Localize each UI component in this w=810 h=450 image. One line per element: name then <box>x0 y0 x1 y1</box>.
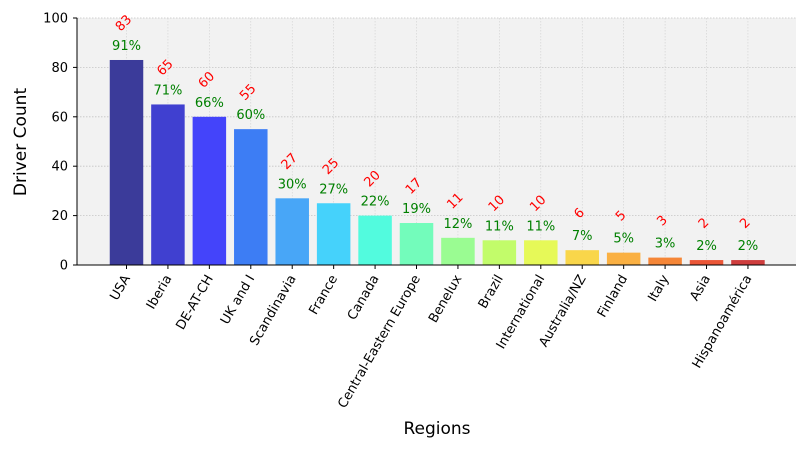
bar <box>606 252 641 265</box>
bar <box>234 129 268 265</box>
x-tick-label: Benelux <box>426 272 465 325</box>
x-tick-label: Iberia <box>144 273 175 313</box>
y-tick-label: 0 <box>60 259 68 274</box>
bar <box>399 223 434 265</box>
bar <box>524 240 558 265</box>
bar <box>441 237 475 265</box>
bar <box>275 198 309 265</box>
bar <box>316 203 351 265</box>
y-tick-label: 80 <box>51 61 68 76</box>
bar <box>192 116 227 265</box>
percent-label: 22% <box>361 195 390 210</box>
plot-background <box>77 18 796 265</box>
y-tick-label: 40 <box>51 160 68 175</box>
percent-label: 12% <box>443 217 472 232</box>
bars <box>109 59 765 265</box>
x-tick-label: DE-AT-CH <box>173 273 216 333</box>
percent-label: 11% <box>526 219 555 234</box>
x-tick-label: Finland <box>595 273 631 321</box>
y-ticks: 0 20 40 60 80 100 <box>43 12 77 274</box>
x-tick-label: USA <box>108 272 134 303</box>
bar <box>109 59 144 265</box>
bar <box>482 240 517 265</box>
percent-label: 60% <box>236 108 265 123</box>
percent-label: 3% <box>655 237 676 252</box>
y-tick-label: 20 <box>51 209 68 224</box>
percent-label: 30% <box>278 177 307 192</box>
y-tick-label: 100 <box>43 12 68 27</box>
bar-labels: 91%8371%6566%6060%5530%2727%2522%2019%17… <box>112 12 758 254</box>
percent-label: 66% <box>195 96 224 111</box>
bar <box>648 257 682 265</box>
x-tick-label: France <box>307 273 342 318</box>
y-tick-label: 60 <box>51 110 68 125</box>
x-tick-label: UK and I <box>218 273 258 328</box>
percent-label: 19% <box>402 202 431 217</box>
x-axis-title: Regions <box>403 419 470 439</box>
percent-label: 91% <box>112 39 141 54</box>
bar <box>689 260 724 265</box>
percent-label: 11% <box>485 219 514 234</box>
x-tick-label: Canada <box>345 273 383 323</box>
percent-label: 27% <box>319 182 348 197</box>
y-axis-title: Driver Count <box>11 88 31 197</box>
bar <box>151 104 185 265</box>
bar <box>731 260 765 265</box>
x-tick-label: Central-Eastern Europe <box>335 273 424 412</box>
x-tick-label: Asia <box>687 273 714 304</box>
percent-label: 7% <box>572 229 593 244</box>
x-tick-label: Brazil <box>476 273 507 312</box>
percent-label: 2% <box>738 239 759 254</box>
percent-label: 5% <box>613 232 634 247</box>
percent-label: 71% <box>153 83 182 98</box>
bar <box>565 250 599 265</box>
bar <box>358 215 392 265</box>
percent-label: 2% <box>696 239 717 254</box>
x-tick-label: Italy <box>645 272 672 304</box>
